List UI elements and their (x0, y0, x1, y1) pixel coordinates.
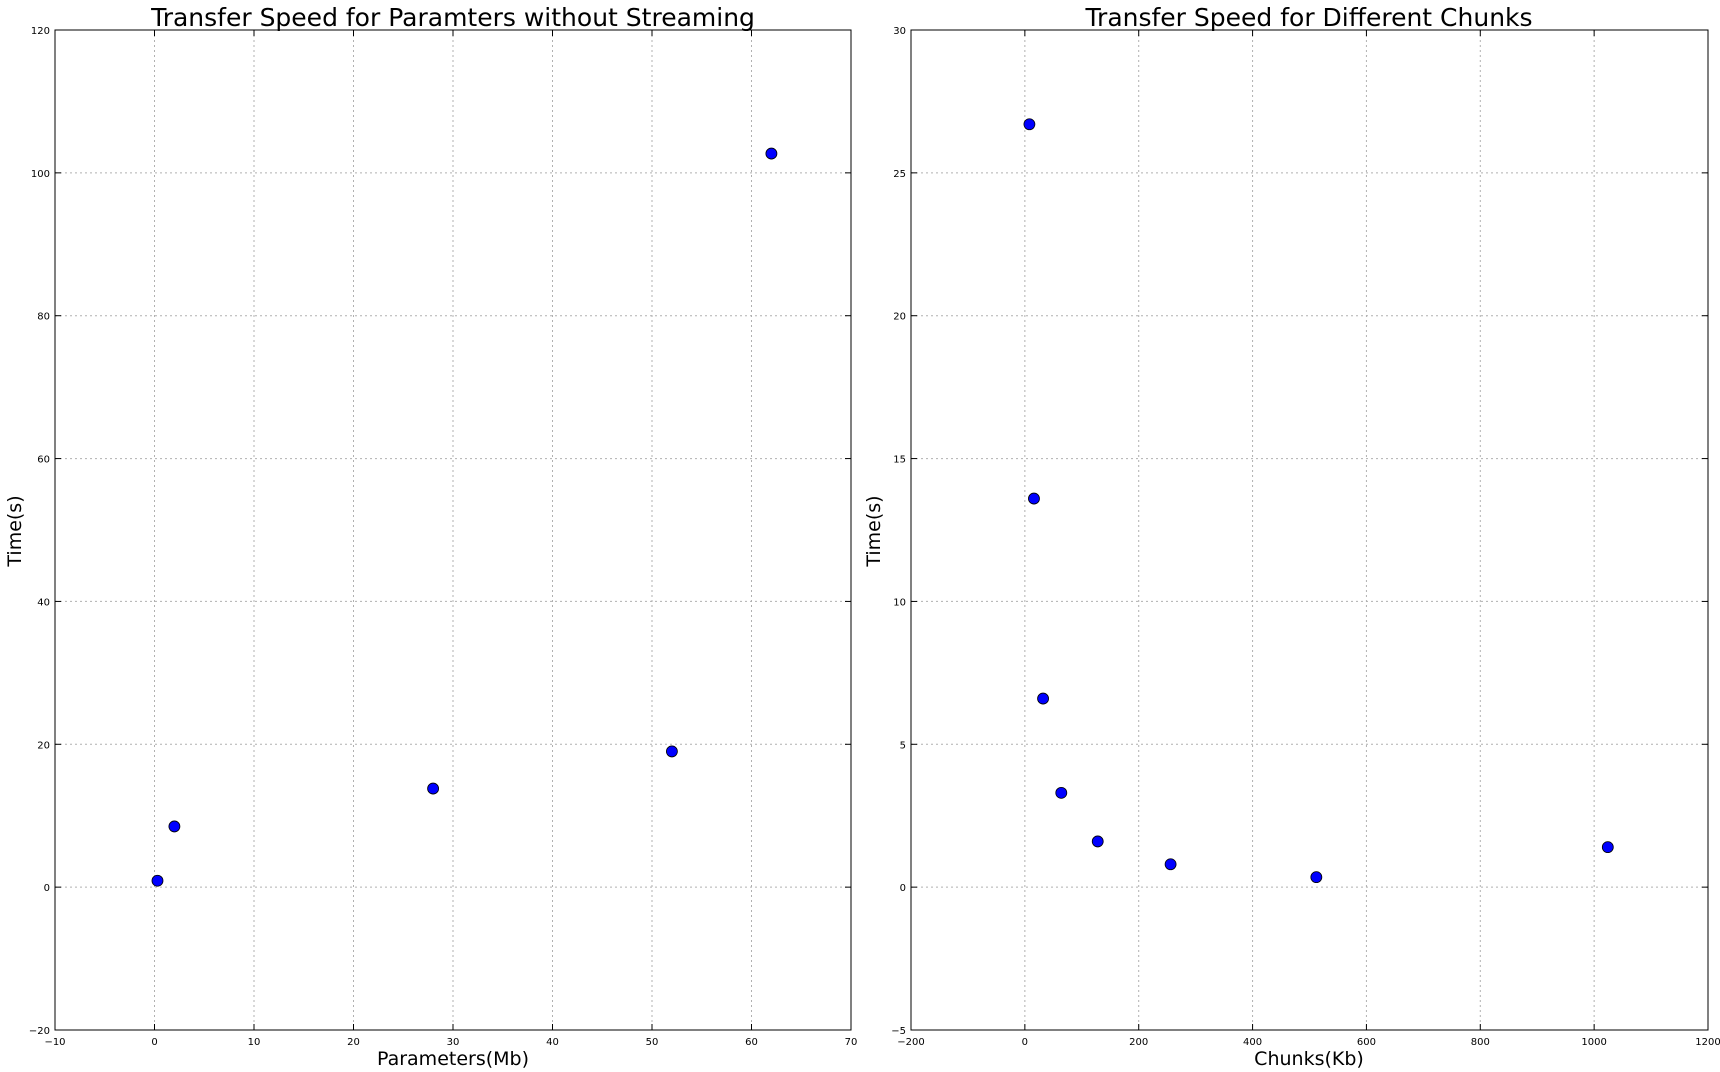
y-axis-label: Time(s) (4, 495, 26, 567)
chart-parameters-transfer-speed: Transfer Speed for Paramters without Str… (4, 3, 857, 1070)
data-point (1091, 835, 1104, 848)
y-tick-label: 10 (893, 597, 906, 608)
chart-title: Transfer Speed for Different Chunks (1084, 3, 1532, 32)
data-point (1310, 871, 1323, 884)
y-tick-label: 25 (893, 169, 906, 180)
x-tick-label: 70 (845, 1037, 858, 1048)
x-tick-label: 400 (1243, 1037, 1262, 1048)
data-point (427, 782, 440, 795)
y-tick-label: 100 (31, 169, 50, 180)
y-tick-label: 0 (900, 883, 906, 894)
data-point (1037, 692, 1049, 705)
data-point (1055, 786, 1068, 799)
y-tick-label: 60 (37, 455, 50, 466)
y-tick-label: 20 (37, 740, 50, 751)
plot-area: −200 0 200 400 600 800 1000 1200 −5 0 5 10 15 20 25 30 (891, 26, 1720, 1048)
x-tick-label: 1000 (1581, 1037, 1606, 1048)
x-tick-label: 200 (1129, 1037, 1148, 1048)
data-point (1164, 858, 1177, 871)
y-tick-label: 120 (31, 26, 50, 37)
data-point (666, 745, 678, 758)
x-tick-label: 60 (745, 1037, 758, 1048)
x-tick-label: −200 (897, 1037, 924, 1048)
data-point (1028, 492, 1040, 505)
y-tick-label: 0 (44, 883, 50, 894)
y-tick-label: 5 (900, 740, 906, 751)
y-tick-label: 80 (37, 312, 50, 323)
data-point (168, 820, 181, 833)
x-tick-label: 10 (248, 1037, 261, 1048)
data-point (1601, 841, 1614, 854)
plot-area: −10 0 10 20 30 40 50 60 70 −20 0 20 40 60 80 100 120 (29, 26, 857, 1048)
y-tick-label: 20 (893, 312, 906, 323)
chart-chunks-transfer-speed: Transfer Speed for Different Chunks Chun… (863, 3, 1720, 1070)
y-tick-label: −5 (891, 1026, 906, 1037)
x-tick-label: 600 (1357, 1037, 1376, 1048)
y-tick-label: −20 (29, 1026, 50, 1037)
y-axis-label: Time(s) (863, 495, 885, 567)
x-tick-label: 40 (546, 1037, 559, 1048)
x-axis-label: Parameters(Mb) (377, 1048, 529, 1070)
x-axis-label: Chunks(Kb) (1254, 1048, 1364, 1070)
x-tick-label: 0 (1022, 1037, 1028, 1048)
y-tick-label: 30 (893, 26, 906, 37)
y-tick-label: 40 (37, 597, 50, 608)
chart-title: Transfer Speed for Paramters without Str… (150, 3, 755, 32)
x-tick-label: 30 (447, 1037, 460, 1048)
x-tick-label: 1200 (1695, 1037, 1720, 1048)
y-tick-label: 15 (893, 455, 906, 466)
axes-frame (910, 29, 1709, 1031)
x-tick-label: 800 (1471, 1037, 1490, 1048)
data-point (151, 874, 164, 887)
x-tick-label: −10 (44, 1037, 65, 1048)
data-point (765, 147, 778, 160)
x-tick-label: 0 (151, 1037, 157, 1048)
x-tick-label: 50 (646, 1037, 659, 1048)
x-tick-label: 20 (347, 1037, 360, 1048)
data-point (1023, 118, 1036, 131)
